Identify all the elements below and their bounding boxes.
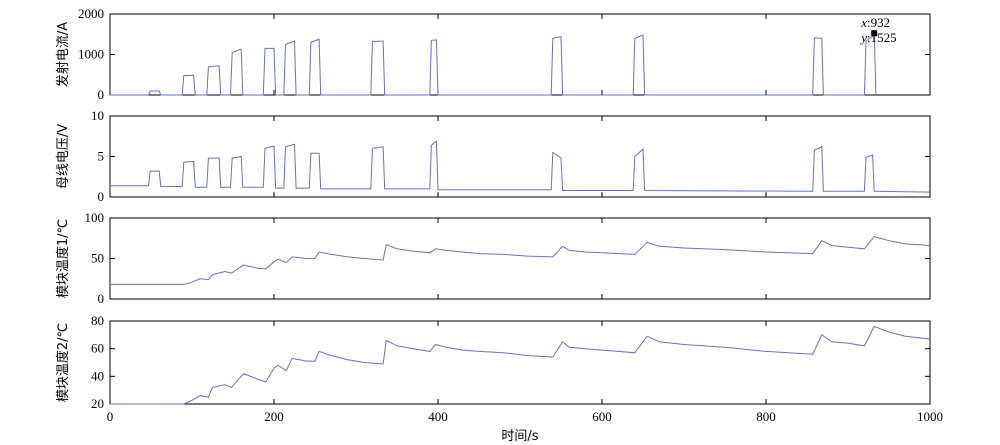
- axes-frame: [109, 115, 931, 198]
- series-line: [110, 236, 931, 285]
- y-tick-label: 80: [91, 313, 104, 328]
- y-tick-label: 0: [98, 189, 105, 204]
- series-line: [110, 140, 931, 193]
- y-tick-label: 10: [91, 108, 104, 123]
- axes-frame: [109, 217, 931, 300]
- datatip-marker: [871, 30, 878, 37]
- series-line: [110, 325, 931, 405]
- y-tick-label: 20: [91, 396, 104, 411]
- y-tick-label: 5: [98, 149, 105, 164]
- series-line: [110, 32, 877, 96]
- axes-frame: [109, 13, 931, 96]
- y-axis-label: 模块温度1/℃: [55, 219, 71, 298]
- x-tick-label: 1000: [917, 409, 943, 424]
- datatip-x-text: x:932: [860, 15, 890, 30]
- y-tick-label: 40: [91, 368, 104, 383]
- y-axis-label: 母线电压/V: [56, 124, 71, 189]
- subplot-2: 0 5 10 母线电压/V: [56, 108, 931, 204]
- x-axis-label: 时间/s: [501, 429, 538, 444]
- y-tick-label: 1000: [78, 47, 104, 62]
- datatip-y-text: y:1525: [859, 30, 896, 45]
- x-tick-label: 200: [264, 409, 284, 424]
- x-tick-label: 600: [592, 409, 612, 424]
- x-tick-label: 400: [428, 409, 448, 424]
- x-tick-label: 800: [756, 409, 776, 424]
- y-tick-label: 100: [85, 210, 105, 225]
- y-tick-label: 0: [98, 87, 105, 102]
- y-tick-label: 2000: [78, 6, 104, 21]
- axes-frame: [109, 320, 931, 405]
- y-tick-label: 60: [91, 341, 104, 356]
- y-tick-label: 50: [91, 251, 104, 266]
- x-tick-label: 0: [107, 409, 114, 424]
- subplot-3: 0 50 100 模块温度1/℃: [55, 210, 931, 306]
- y-axis-label: 发射电流/A: [55, 22, 71, 87]
- y-tick-label: 0: [98, 291, 105, 306]
- y-axis-label: 模块温度2/℃: [55, 323, 71, 402]
